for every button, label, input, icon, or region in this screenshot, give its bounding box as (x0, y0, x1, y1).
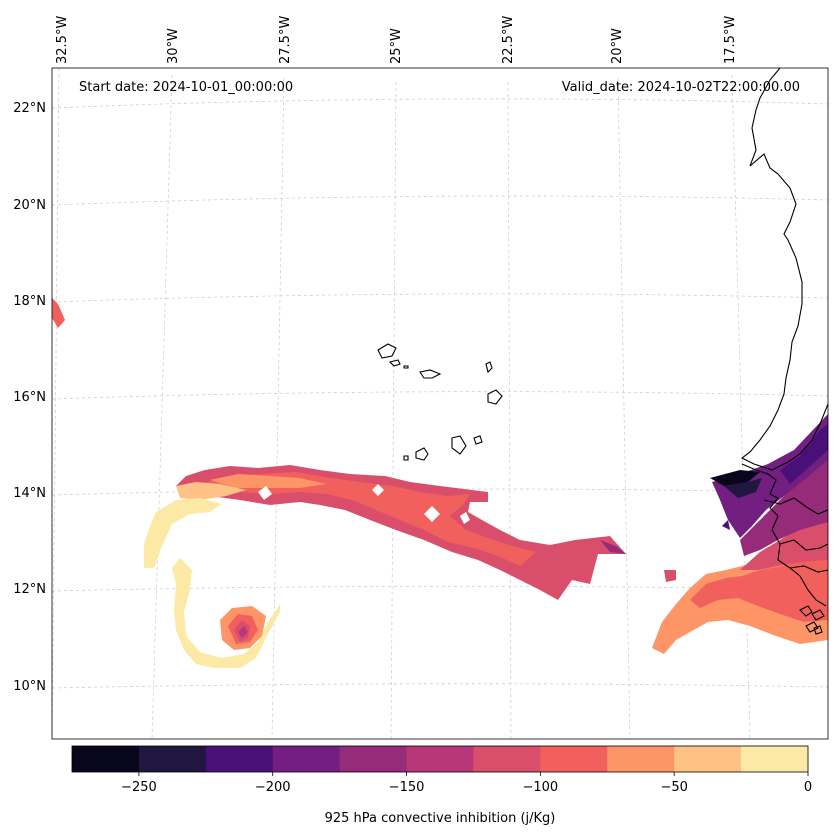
cin-band-inner-1 (200, 472, 536, 566)
lat-label: 10°N (13, 679, 46, 694)
valid-date-label: Valid_date: 2024-10-02T22:00:00.00 (562, 80, 800, 95)
colorbar-tick-label: 0 (804, 780, 812, 795)
colorbar-segment (473, 746, 541, 772)
colorbar (72, 746, 809, 772)
cin-hole-2 (372, 484, 384, 496)
lat-label: 14°N (13, 486, 46, 501)
colorbar-tick-label: −150 (389, 780, 425, 795)
map-frame (51, 67, 829, 740)
colorbar-label: 925 hPa convective inhibition (j/Kg) (325, 811, 556, 826)
colorbar-tick-label: −250 (121, 780, 157, 795)
colorbar-segment (741, 746, 809, 772)
colorbar-segment (607, 746, 675, 772)
lon-label: 32.5°W (55, 16, 70, 64)
cin-east-deep (780, 424, 828, 484)
lon-label: 30°W (166, 28, 181, 64)
cin-hole-3 (424, 506, 440, 522)
africa-coastline (740, 67, 829, 471)
cin-east-mid (690, 560, 828, 622)
lat-label: 12°N (13, 582, 46, 597)
cin-east-small-1 (722, 520, 730, 530)
cin-hole-4 (460, 512, 470, 524)
senegal-border (779, 539, 829, 551)
colorbar-segment (205, 746, 274, 772)
map-area (52, 68, 828, 739)
cape-verde-maio (473, 435, 483, 445)
cin-hook-lower (172, 558, 280, 668)
colorbar-tick-label: −50 (660, 780, 687, 795)
colorbar-segment (339, 746, 408, 772)
lat-label: 16°N (13, 390, 46, 405)
lon-labels: 32.5°W 30°W 27.5°W 25°W 22.5°W 20°W 17.5… (55, 16, 738, 64)
cin-band-east-tip (600, 540, 626, 554)
start-date-label: Start date: 2024-10-01_00:00:00 (79, 80, 293, 95)
cin-east-darkest (710, 470, 760, 486)
colorbar-segment (272, 746, 341, 772)
colorbar-tick-label: −200 (255, 780, 291, 795)
bissau-border (789, 565, 829, 573)
cin-patch-left-edge (52, 298, 65, 328)
cin-band-pale-west (176, 482, 246, 500)
cin-east-upper (740, 520, 828, 570)
lon-label: 25°W (389, 28, 404, 64)
cape-verde-sao-nicolau (419, 369, 442, 379)
cape-verde-santiago (451, 435, 467, 455)
cin-east-purple (740, 456, 828, 556)
coastlines (377, 67, 829, 635)
lon-label: 22.5°W (501, 16, 516, 64)
africa-coastline-south (741, 463, 827, 607)
cin-hook-eye (238, 626, 248, 638)
colorbar-segment (540, 746, 608, 772)
graticule (51, 67, 829, 740)
lon-label: 20°W (610, 28, 625, 64)
lon-label: 27.5°W (278, 16, 293, 64)
cin-band-inner-2 (210, 474, 326, 488)
cape-verde-fogo (415, 447, 429, 461)
cape-verde-boa-vista (487, 389, 503, 405)
cape-verde-santo-antao (377, 343, 397, 359)
islands-bijagos (799, 605, 825, 635)
colorbar-frame (71, 745, 809, 773)
colorbar-segment (406, 746, 474, 772)
colorbar-segment (138, 746, 207, 772)
lat-label: 22°N (13, 101, 46, 116)
lat-label: 20°N (13, 198, 46, 213)
cin-east-small-2 (664, 570, 676, 582)
cin-east-dark-band (724, 478, 762, 498)
cin-contours (52, 298, 828, 668)
lon-label: 17.5°W (723, 16, 738, 64)
lat-label: 18°N (13, 294, 46, 309)
cape-verde-sal (485, 361, 493, 374)
colorbar-segment (72, 746, 140, 772)
cape-verde-small (403, 365, 409, 369)
cin-hook-upper (144, 498, 222, 568)
cape-verde-sao-vicente (388, 359, 401, 367)
colorbar-segment (674, 746, 742, 772)
lat-labels: 22°N 20°N 18°N 16°N 14°N 12°N 10°N (13, 101, 46, 694)
guinea-border (763, 497, 829, 515)
colorbar-tick-label: −100 (523, 780, 559, 795)
colorbar-ticks: −250 −200 −150 −100 −50 0 (121, 772, 812, 795)
cape-verde-brava (403, 455, 409, 461)
cin-band-main (176, 465, 626, 600)
cin-hole-1 (258, 486, 272, 500)
